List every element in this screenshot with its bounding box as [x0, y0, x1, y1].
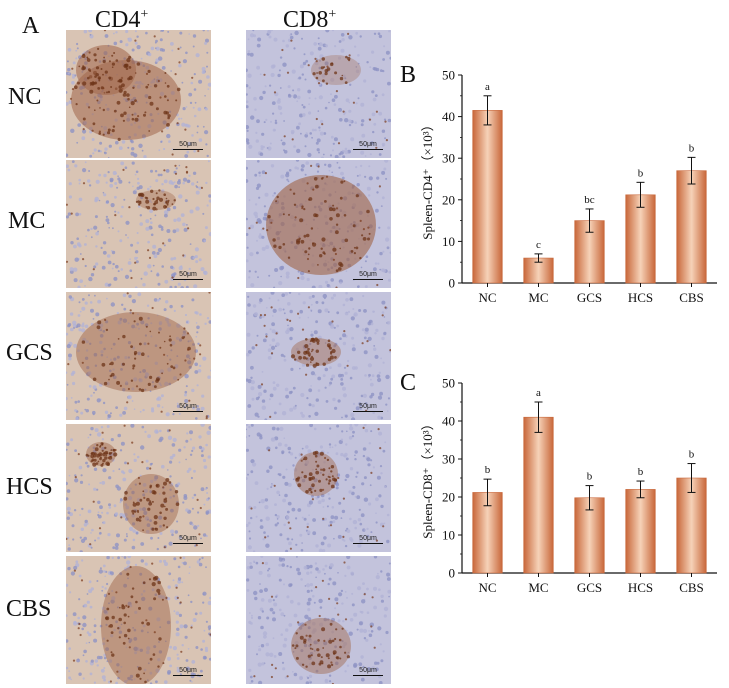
x-tick-label: HCS	[628, 290, 653, 305]
y-axis-label: Spleen-CD4⁺（×10³）	[420, 118, 435, 239]
y-tick-label: 50	[442, 376, 455, 391]
scale-bar-line	[173, 674, 203, 676]
y-tick-label: 30	[442, 151, 455, 166]
bar-hcs	[625, 194, 656, 284]
significance-label: a	[485, 81, 490, 93]
scale-bar-label: 50μm	[359, 270, 377, 278]
y-tick-label: 20	[442, 490, 455, 505]
panel-label-b: B	[400, 62, 416, 88]
significance-label: b	[638, 167, 644, 179]
scale-bar: 50μm	[353, 402, 383, 412]
scale-bar-label: 50μm	[359, 534, 377, 542]
column-header-cd4-text: CD4	[95, 7, 141, 33]
x-tick-label: GCS	[577, 580, 602, 595]
chart-b: B 0 10 20 30 40 50 Spleen-CD4⁺（×10³） a NC c MC bc GCS…	[400, 62, 717, 305]
scale-bar-label: 50μm	[179, 666, 197, 674]
scale-bar-line	[353, 542, 383, 544]
scale-bar-label: 50μm	[359, 402, 377, 410]
y-tick-label: 30	[442, 452, 455, 467]
superscript: +	[140, 7, 149, 22]
y-tick-label: 10	[442, 528, 455, 543]
scale-bar-line	[353, 148, 383, 150]
micrograph-cd8-nc: 50μm	[246, 30, 391, 158]
significance-label: b	[638, 466, 644, 478]
scale-bar: 50μm	[353, 140, 383, 150]
scale-bar: 50μm	[353, 534, 383, 544]
scale-bar-label: 50μm	[179, 140, 197, 148]
x-tick-label: NC	[478, 580, 496, 595]
scale-bar-line	[353, 410, 383, 412]
micrograph-cd8-mc: 50μm	[246, 160, 391, 288]
x-tick-label: MC	[528, 580, 548, 595]
significance-label: c	[536, 239, 541, 251]
scale-bar-line	[173, 410, 203, 412]
scale-bar-line	[173, 278, 203, 280]
y-tick-label: 50	[442, 68, 455, 83]
significance-label: b	[587, 471, 593, 483]
x-tick-label: CBS	[679, 290, 704, 305]
panel-a-label: A	[22, 13, 40, 39]
scale-bar: 50μm	[173, 666, 203, 676]
column-header-cd8: CD8+	[283, 2, 336, 33]
y-tick-label: 40	[442, 414, 455, 429]
y-tick-label: 0	[449, 276, 456, 291]
y-tick-label: 10	[442, 234, 455, 249]
y-tick-label: 0	[449, 566, 456, 581]
scale-bar: 50μm	[173, 140, 203, 150]
chart-c: C 0 10 20 30 40 50 Spleen-CD8⁺（×10³） b NC a MC b GCS b…	[400, 370, 717, 595]
micrograph-cd4-nc: 50μm	[66, 30, 211, 158]
panel-label-c: C	[400, 370, 416, 396]
scale-bar-label: 50μm	[359, 140, 377, 148]
y-axis-label: Spleen-CD8⁺（×10³）	[420, 417, 435, 538]
x-tick-label: GCS	[577, 290, 602, 305]
micrograph-cd4-mc: 50μm	[66, 160, 211, 288]
scale-bar: 50μm	[173, 534, 203, 544]
x-tick-label: MC	[528, 290, 548, 305]
y-tick-label: 20	[442, 192, 455, 207]
x-tick-label: HCS	[628, 580, 653, 595]
significance-label: a	[536, 387, 541, 399]
significance-label: b	[689, 142, 695, 154]
micrograph-cd8-hcs: 50μm	[246, 424, 391, 552]
micrograph-cd8-gcs: 50μm	[246, 292, 391, 420]
scale-bar: 50μm	[173, 402, 203, 412]
column-header-cd8-text: CD8	[283, 7, 329, 33]
scale-bar-label: 50μm	[179, 534, 197, 542]
scale-bar-line	[173, 148, 203, 150]
significance-label: b	[485, 464, 491, 476]
significance-label: b	[689, 449, 695, 461]
scale-bar-line	[173, 542, 203, 544]
bar-hcs	[625, 489, 656, 574]
bar-cbs	[676, 477, 707, 574]
scale-bar-label: 50μm	[179, 270, 197, 278]
column-header-cd4: CD4+	[95, 2, 148, 33]
row-label-cbs: CBS	[6, 596, 52, 622]
micrograph-cd4-gcs: 50μm	[66, 292, 211, 420]
micrograph-cd4-hcs: 50μm	[66, 424, 211, 552]
scale-bar: 50μm	[173, 270, 203, 280]
row-label-mc: MC	[8, 208, 46, 234]
row-label-nc: NC	[8, 84, 42, 110]
row-label-hcs: HCS	[6, 474, 53, 500]
x-tick-label: CBS	[679, 580, 704, 595]
bar-cbs	[676, 170, 707, 284]
x-tick-label: NC	[478, 290, 496, 305]
micrograph-cd4-cbs: 50μm	[66, 556, 211, 684]
bar-mc	[523, 416, 554, 574]
bar-nc	[472, 110, 503, 284]
superscript: +	[328, 7, 337, 22]
scale-bar: 50μm	[353, 666, 383, 676]
scale-bar: 50μm	[353, 270, 383, 280]
row-label-gcs: GCS	[6, 340, 53, 366]
scale-bar-line	[353, 278, 383, 280]
scale-bar-line	[353, 674, 383, 676]
y-tick-label: 40	[442, 109, 455, 124]
micrograph-cd8-cbs: 50μm	[246, 556, 391, 684]
scale-bar-label: 50μm	[179, 402, 197, 410]
significance-label: bc	[584, 194, 595, 206]
scale-bar-label: 50μm	[359, 666, 377, 674]
